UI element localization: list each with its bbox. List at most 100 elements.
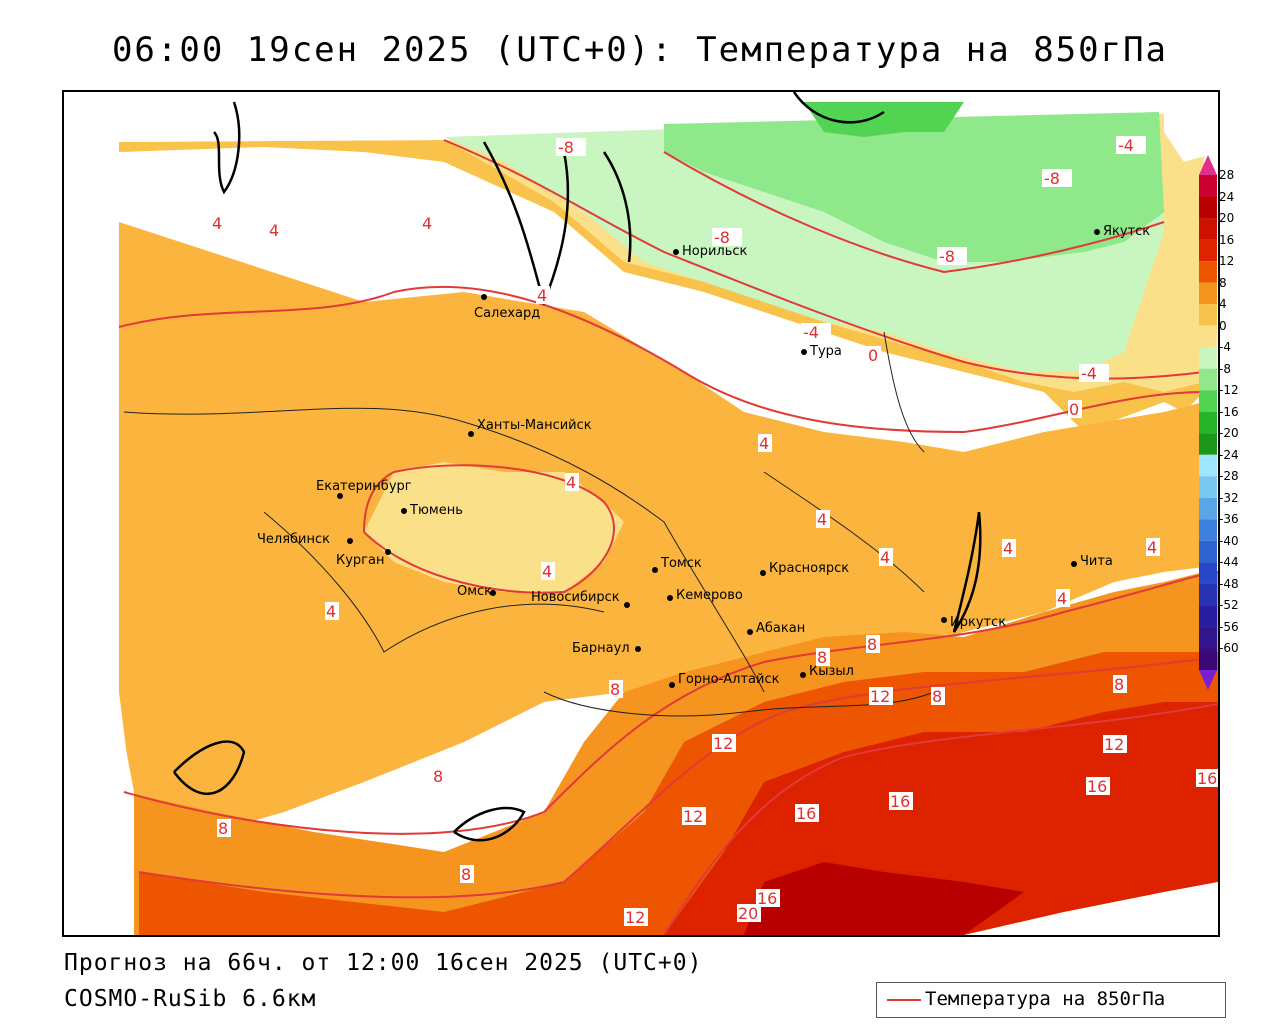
scale-top-arrow [1199, 155, 1217, 175]
isotherm-label: 12 [869, 687, 893, 706]
svg-text:Тура: Тура [809, 344, 842, 359]
scale-band [1199, 390, 1217, 412]
isotherm-label: -4 [1116, 136, 1146, 155]
isotherm-label: 8 [217, 819, 231, 838]
svg-text:Курган: Курган [336, 553, 384, 568]
scale-label: -56 [1219, 619, 1239, 634]
isotherm-label: 16 [795, 804, 819, 823]
isotherm-label: 8 [816, 648, 830, 667]
svg-text:16: 16 [757, 889, 777, 908]
scale-label: -44 [1219, 555, 1239, 570]
isotherm-label: 4 [1002, 539, 1016, 558]
svg-text:-8: -8 [714, 228, 730, 247]
scale-label: 8 [1219, 275, 1227, 290]
svg-text:4: 4 [759, 434, 769, 453]
isotherm-label: 12 [1103, 735, 1127, 754]
scale-band [1199, 175, 1217, 197]
svg-text:8: 8 [867, 635, 877, 654]
svg-text:8: 8 [932, 687, 942, 706]
isotherm-label: 4 [1056, 589, 1070, 608]
isotherm-label: -8 [1042, 169, 1072, 188]
svg-text:Омск: Омск [457, 584, 492, 599]
legend-line-swatch [887, 999, 921, 1001]
scale-band [1199, 282, 1217, 305]
page-title: 06:00 19сен 2025 (UTC+0): Температура на… [111, 30, 1169, 70]
region-20-plus [744, 862, 1024, 935]
svg-text:4: 4 [269, 221, 279, 240]
svg-text:12: 12 [683, 807, 703, 826]
scale-label: -60 [1219, 641, 1239, 656]
legend-line-label: Температура на 850гПа [925, 988, 1166, 1010]
scale-band [1199, 583, 1217, 606]
line-legend: Температура на 850гПа [876, 982, 1226, 1018]
svg-text:12: 12 [625, 908, 645, 927]
city-tyumen: Тюмень [401, 503, 463, 518]
isotherm-label: 8 [460, 865, 474, 884]
isotherm-label: 8 [432, 767, 446, 786]
city-novosibirsk: Новосибирск [531, 590, 630, 608]
city-omsk: Омск [457, 584, 496, 599]
svg-text:4: 4 [326, 602, 336, 621]
isotherm-label: 4 [1146, 538, 1160, 557]
svg-text:0: 0 [868, 346, 878, 365]
scale-label: -4 [1219, 340, 1231, 355]
isotherm-label: 4 [421, 214, 435, 233]
svg-text:4: 4 [1003, 539, 1013, 558]
svg-text:16: 16 [890, 792, 910, 811]
svg-text:0: 0 [1069, 400, 1079, 419]
scale-band [1199, 497, 1217, 520]
isotherm-label: 16 [1086, 777, 1110, 796]
scale-label: 20 [1219, 211, 1235, 226]
region-light-yellow-pocket [364, 462, 624, 592]
svg-text:16: 16 [1087, 777, 1107, 796]
scale-label: -28 [1219, 469, 1239, 484]
isotherm-label: 4 [325, 602, 339, 621]
isotherm-labels: -8 -8 -8 -8 -4 -4 -4 0 0 4 4 4 4 4 4 4 4… [211, 136, 1218, 927]
city-markers: Норильск Якутск Салехард Тура Ханты-Манс… [257, 224, 1150, 688]
out-of-domain-top-left [64, 92, 444, 142]
svg-text:20: 20 [738, 904, 758, 923]
isotherm-label: 8 [866, 635, 880, 654]
svg-text:Челябинск: Челябинск [257, 532, 330, 547]
scale-band [1199, 648, 1217, 670]
isotherm-label: -8 [712, 228, 742, 247]
svg-text:4: 4 [817, 510, 827, 529]
scale-label: -36 [1219, 512, 1239, 527]
svg-text:8: 8 [461, 865, 471, 884]
city-yakutsk: Якутск [1094, 224, 1150, 239]
scale-label: -16 [1219, 404, 1239, 419]
scale-band [1199, 239, 1217, 262]
color-scale-bar [1199, 155, 1217, 690]
region-borders [123, 331, 935, 717]
svg-text:Якутск: Якутск [1103, 224, 1150, 239]
isotherm-label: 4 [816, 510, 830, 529]
out-of-domain-right [1164, 92, 1218, 162]
svg-text:-4: -4 [803, 323, 819, 342]
isotherm-label: 12 [712, 734, 736, 753]
svg-text:4: 4 [880, 548, 890, 567]
svg-text:8: 8 [433, 767, 443, 786]
scale-label: -8 [1219, 361, 1231, 376]
svg-text:Барнаул: Барнаул [572, 641, 630, 656]
svg-text:8: 8 [1114, 675, 1124, 694]
scale-band [1199, 196, 1217, 219]
scale-label: 4 [1219, 297, 1227, 312]
isotherm-label: 0 [1068, 400, 1082, 419]
isotherm-label: 12 [624, 908, 648, 927]
color-scale [1199, 155, 1217, 690]
isotherm-label: 12 [682, 807, 706, 826]
svg-text:12: 12 [870, 687, 890, 706]
scale-label: -40 [1219, 533, 1239, 548]
scale-band [1199, 476, 1217, 498]
isotherm-label: 4 [758, 434, 772, 453]
region-4-8-main [119, 222, 1204, 832]
city-tura: Тура [801, 344, 842, 359]
scale-label: -24 [1219, 447, 1239, 462]
temperature-map: Норильск Якутск Салехард Тура Ханты-Манс… [62, 90, 1220, 937]
svg-text:8: 8 [817, 648, 827, 667]
isotherm-label: 4 [211, 214, 225, 233]
isotherm-label: 4 [565, 473, 579, 492]
isotherm-label: 20 [737, 904, 761, 923]
svg-text:-8: -8 [1044, 169, 1060, 188]
svg-text:Иркутск: Иркутск [950, 615, 1006, 630]
